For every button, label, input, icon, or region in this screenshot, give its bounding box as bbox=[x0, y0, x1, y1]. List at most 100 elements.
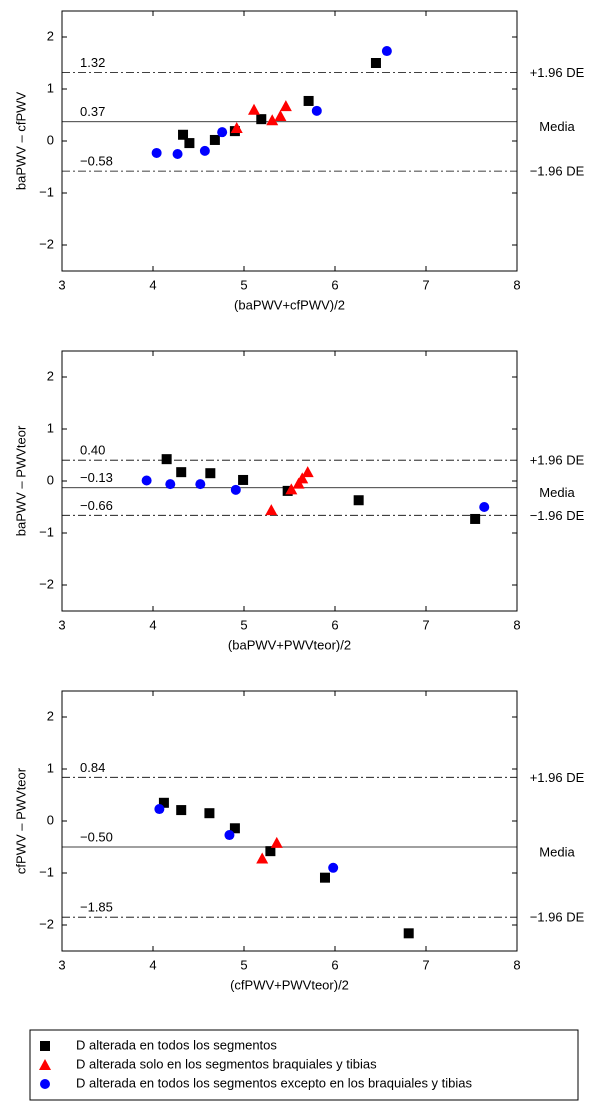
y-tick-label: −2 bbox=[39, 916, 54, 931]
line-value-label: −1.85 bbox=[80, 900, 113, 915]
circle-marker bbox=[40, 1079, 50, 1089]
circle-marker bbox=[151, 147, 162, 158]
x-tick-label: 3 bbox=[58, 957, 65, 972]
x-tick-label: 5 bbox=[240, 957, 247, 972]
triangle-marker bbox=[265, 504, 278, 516]
line-note-label: −1.96 DE bbox=[530, 164, 585, 179]
plot-frame bbox=[61, 10, 518, 272]
y-tick-label: 1 bbox=[47, 80, 54, 95]
plot-frame bbox=[61, 350, 518, 612]
y-tick-label: −1 bbox=[39, 184, 54, 199]
line-note-label: +1.96 DE bbox=[530, 453, 585, 468]
line-value-label: 1.32 bbox=[80, 55, 105, 70]
triangle-marker bbox=[266, 114, 279, 126]
line-value-label: −0.66 bbox=[80, 498, 113, 513]
y-tick-label: 1 bbox=[47, 420, 54, 435]
square-marker bbox=[265, 846, 276, 857]
square-marker bbox=[470, 513, 481, 524]
plot-frame bbox=[61, 690, 518, 952]
triangle-marker bbox=[256, 852, 269, 864]
circle-marker bbox=[199, 145, 210, 156]
triangle-marker bbox=[296, 472, 309, 484]
triangle-marker bbox=[248, 103, 261, 115]
square-marker bbox=[176, 467, 187, 478]
triangle-marker bbox=[301, 466, 314, 478]
square-marker bbox=[238, 474, 249, 485]
x-tick-label: 8 bbox=[513, 277, 520, 292]
circle-marker bbox=[165, 479, 176, 490]
x-tick-label: 3 bbox=[58, 617, 65, 632]
legend-box bbox=[29, 1029, 579, 1101]
square-marker bbox=[176, 805, 187, 816]
x-tick-label: 3 bbox=[58, 277, 65, 292]
y-tick-label: −2 bbox=[39, 236, 54, 251]
y-axis-label: baPWV – PWVteor bbox=[13, 425, 28, 536]
legend-label: D alterada en todos los segmentos except… bbox=[76, 1075, 473, 1090]
triangle-marker bbox=[270, 836, 283, 848]
triangle-marker bbox=[274, 110, 287, 122]
y-axis-label: cfPWV – PWVteor bbox=[13, 767, 28, 874]
x-axis-label: (baPWV+PWVteor)/2 bbox=[228, 637, 351, 652]
square-marker bbox=[229, 823, 240, 834]
circle-marker bbox=[195, 479, 206, 490]
square-marker bbox=[204, 808, 215, 819]
line-note-label: +1.96 DE bbox=[530, 770, 585, 785]
y-tick-label: 2 bbox=[47, 368, 54, 383]
line-value-label: 0.40 bbox=[80, 443, 105, 458]
line-value-label: −0.13 bbox=[80, 470, 113, 485]
line-note-label: −1.96 DE bbox=[530, 508, 585, 523]
x-tick-label: 7 bbox=[422, 277, 429, 292]
square-marker bbox=[184, 138, 195, 149]
circle-marker bbox=[172, 149, 183, 159]
y-tick-label: −2 bbox=[39, 576, 54, 591]
y-tick-label: 2 bbox=[47, 28, 54, 43]
square-marker bbox=[256, 114, 267, 125]
x-tick-label: 7 bbox=[422, 617, 429, 632]
square-marker bbox=[370, 58, 381, 68]
x-tick-label: 5 bbox=[240, 617, 247, 632]
circle-marker bbox=[154, 804, 165, 815]
circle-marker bbox=[311, 105, 322, 116]
circle-marker bbox=[224, 830, 235, 841]
legend-label: D alterada en todos los segmentos bbox=[76, 1037, 277, 1052]
line-value-label: −0.58 bbox=[80, 154, 113, 169]
line-note-label: −1.96 DE bbox=[530, 910, 585, 925]
x-tick-label: 7 bbox=[422, 957, 429, 972]
square-marker bbox=[178, 129, 189, 140]
y-tick-label: 0 bbox=[47, 132, 54, 147]
legend-label: D alterada solo en los segmentos braquia… bbox=[76, 1056, 377, 1071]
y-tick-label: 0 bbox=[47, 812, 54, 827]
triangle-marker bbox=[279, 100, 292, 112]
square-marker bbox=[353, 495, 364, 506]
y-tick-label: 2 bbox=[47, 708, 54, 723]
x-tick-label: 8 bbox=[513, 617, 520, 632]
x-tick-label: 4 bbox=[149, 617, 156, 632]
line-note-label: Media bbox=[539, 844, 575, 859]
circle-marker bbox=[479, 502, 490, 512]
x-tick-label: 6 bbox=[331, 277, 338, 292]
triangle-marker bbox=[285, 483, 298, 495]
triangle-marker bbox=[230, 122, 243, 133]
square-marker bbox=[158, 797, 169, 808]
square-marker bbox=[161, 454, 172, 465]
x-tick-label: 6 bbox=[331, 617, 338, 632]
square-marker bbox=[209, 134, 220, 145]
x-tick-label: 4 bbox=[149, 957, 156, 972]
x-tick-label: 4 bbox=[149, 277, 156, 292]
x-tick-label: 6 bbox=[331, 957, 338, 972]
y-tick-label: −1 bbox=[39, 864, 54, 879]
line-value-label: 0.37 bbox=[80, 104, 105, 119]
line-note-label: Media bbox=[539, 485, 575, 500]
line-note-label: +1.96 DE bbox=[530, 65, 585, 80]
y-tick-label: 0 bbox=[47, 472, 54, 487]
y-tick-label: −1 bbox=[39, 524, 54, 539]
circle-marker bbox=[217, 127, 228, 138]
x-axis-label: (cfPWV+PWVteor)/2 bbox=[230, 977, 349, 992]
square-marker bbox=[319, 872, 330, 883]
y-tick-label: 1 bbox=[47, 760, 54, 775]
circle-marker bbox=[381, 46, 392, 57]
line-value-label: −0.50 bbox=[80, 829, 113, 844]
x-axis-label: (baPWV+cfPWV)/2 bbox=[234, 297, 345, 312]
x-tick-label: 8 bbox=[513, 957, 520, 972]
